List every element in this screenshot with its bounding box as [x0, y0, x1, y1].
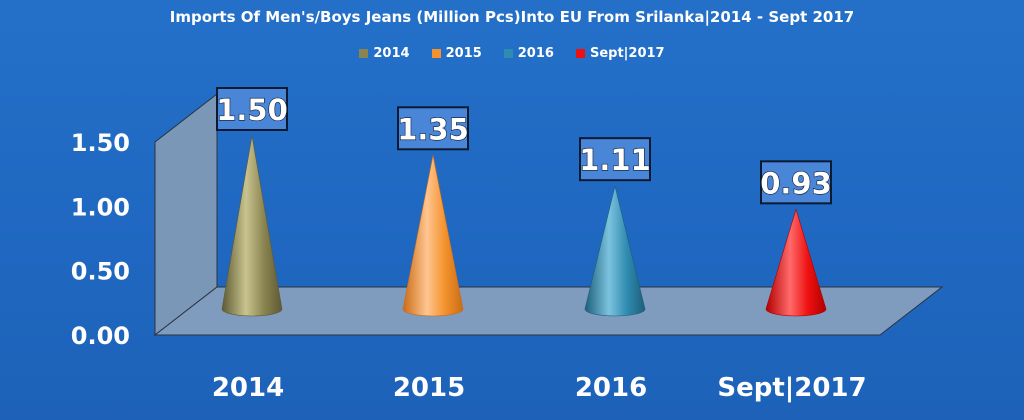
legend-item-2016: 2016: [503, 46, 554, 61]
data-label: 1.50: [216, 93, 288, 127]
y-tick-label: 1.50: [71, 129, 130, 157]
legend-item-2014: 2014: [359, 46, 410, 61]
legend-label-2015: 2015: [445, 46, 482, 61]
chart-title: Imports Of Men's/Boys Jeans (Million Pcs…: [169, 8, 855, 26]
floor: [153, 286, 944, 336]
cone-sept-2017: [765, 208, 827, 317]
x-tick-label: 2014: [212, 373, 284, 403]
data-label-box: [760, 160, 832, 205]
legend-item-sept-2017: Sept|2017: [575, 46, 665, 61]
y-tick-label: 0.00: [71, 322, 130, 350]
legend-item-2015: 2015: [431, 46, 482, 61]
legend-swatch-2014: [359, 49, 369, 58]
legend-swatch-2016: [503, 49, 513, 58]
x-tick-label: Sept|2017: [717, 373, 866, 403]
x-tick-label: 2016: [575, 373, 647, 403]
data-label-box: [216, 86, 288, 131]
legend-label-sept-2017: Sept|2017: [589, 46, 665, 61]
cone-2014: [221, 135, 283, 317]
y-tick-label: 1.00: [71, 193, 130, 221]
legend: 2014 2015 2016 Sept|2017: [0, 46, 1024, 61]
data-label: 1.11: [579, 143, 651, 177]
legend-label-2016: 2016: [517, 46, 554, 61]
x-tick-label: 2015: [393, 373, 465, 403]
y-tick-label: 0.50: [71, 258, 130, 286]
data-label-box: [397, 106, 469, 151]
data-label: 1.35: [397, 112, 469, 146]
legend-swatch-sept-2017: [575, 49, 585, 58]
data-label: 0.93: [760, 166, 832, 200]
cone-2016: [584, 186, 646, 317]
data-label-box: [579, 137, 651, 182]
cone-2015: [402, 155, 464, 317]
legend-label-2014: 2014: [373, 46, 410, 61]
legend-swatch-2015: [431, 49, 441, 58]
